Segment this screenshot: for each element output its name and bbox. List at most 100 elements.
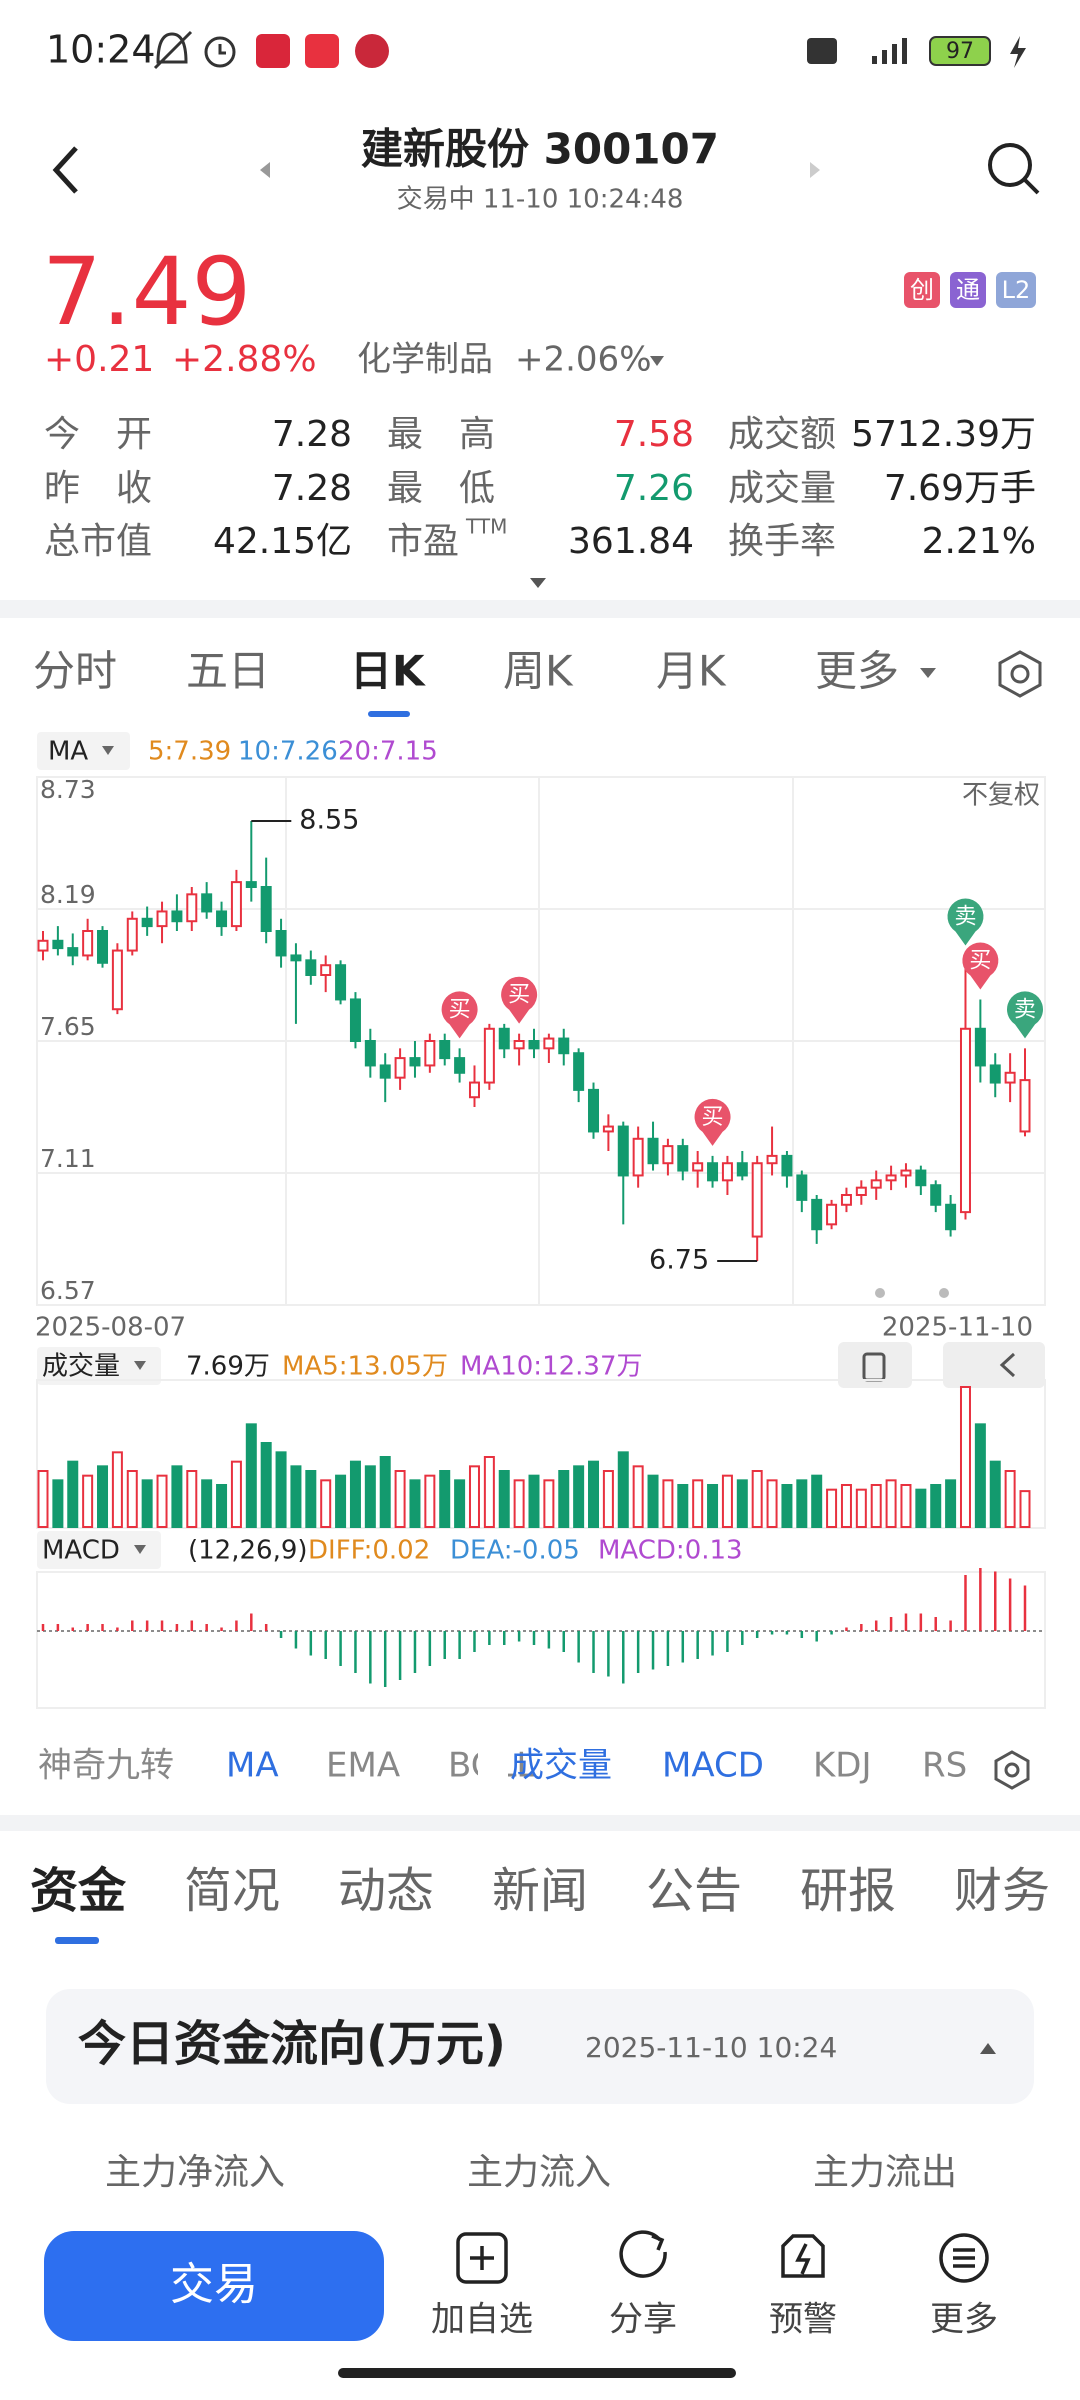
trade-label: 交易 bbox=[170, 2259, 258, 2310]
volume-bar bbox=[468, 1465, 480, 1529]
trade-button[interactable] bbox=[44, 2231, 384, 2341]
section-indicator bbox=[55, 1937, 99, 1944]
trade-signal[interactable]: 卖 bbox=[947, 898, 984, 946]
volume-bar bbox=[349, 1460, 361, 1528]
volume-bar bbox=[573, 1465, 585, 1529]
rotate-button[interactable] bbox=[838, 1342, 912, 1388]
candle-body bbox=[692, 1162, 704, 1172]
fund-card[interactable] bbox=[46, 1989, 1034, 2104]
trade-signal[interactable]: 买 bbox=[694, 1098, 731, 1146]
candle-body bbox=[840, 1194, 852, 1206]
ma-dropdown bbox=[102, 746, 114, 755]
candle-body bbox=[945, 1203, 957, 1231]
collapse-button[interactable] bbox=[943, 1342, 1045, 1388]
candle-body bbox=[885, 1174, 897, 1182]
volume-bar bbox=[1019, 1490, 1031, 1528]
volume-bar bbox=[588, 1460, 600, 1528]
macd-selector[interactable] bbox=[37, 1531, 161, 1569]
fund-collapse[interactable] bbox=[980, 2043, 996, 2054]
prev-stock[interactable] bbox=[260, 162, 270, 178]
action-label[interactable]: 预警 bbox=[769, 2300, 837, 2340]
expand-stats[interactable] bbox=[530, 578, 546, 588]
indicator-tab[interactable]: MA bbox=[226, 1746, 279, 1786]
action-label[interactable]: 加自选 bbox=[431, 2300, 533, 2340]
trade-signal[interactable]: 买 bbox=[962, 942, 999, 990]
indicator-settings[interactable] bbox=[994, 1750, 1030, 1790]
signal-label: 卖 bbox=[954, 904, 976, 929]
candle-body bbox=[959, 1027, 971, 1214]
section-tab[interactable]: 研报 bbox=[800, 1863, 896, 1919]
stat-value: 7.28 bbox=[272, 468, 352, 509]
more-dropdown[interactable] bbox=[920, 668, 936, 678]
candle-body bbox=[409, 1057, 421, 1067]
stat-value: 7.28 bbox=[272, 414, 352, 455]
fund-column: 主力流出 bbox=[813, 2152, 957, 2193]
tab[interactable]: 周K bbox=[503, 647, 574, 696]
tab[interactable]: 更多 bbox=[815, 647, 899, 696]
volume-bar bbox=[721, 1474, 733, 1528]
ma-selector[interactable] bbox=[37, 732, 130, 770]
volume-bar bbox=[543, 1479, 555, 1529]
trade-signal[interactable]: 买 bbox=[441, 991, 478, 1039]
indicator-tab[interactable]: RSI bbox=[922, 1746, 977, 1786]
app-icon bbox=[305, 34, 339, 68]
indicator-tab[interactable]: EMA bbox=[326, 1746, 400, 1786]
stat-label: 最 低 bbox=[387, 468, 495, 509]
section-tab[interactable]: 财务 bbox=[954, 1863, 1050, 1919]
volume-bar bbox=[201, 1479, 213, 1529]
trade-signal[interactable]: 卖 bbox=[1006, 991, 1043, 1039]
tag-label: 创 bbox=[910, 276, 934, 304]
chart-settings[interactable] bbox=[998, 650, 1042, 698]
volume-ma5: MA5:13.05万 bbox=[282, 1352, 448, 1382]
stat-label: 市盈 bbox=[387, 521, 459, 562]
volume-bar bbox=[171, 1465, 183, 1529]
section-tab[interactable]: 简况 bbox=[184, 1863, 280, 1919]
indicator-tab[interactable]: 神奇九转 bbox=[38, 1746, 174, 1786]
collapse-icon bbox=[999, 1352, 1016, 1378]
section-tab[interactable]: 新闻 bbox=[492, 1863, 588, 1919]
sector: 化学制品 bbox=[357, 340, 493, 380]
macd-value: MACD:0.13 bbox=[598, 1536, 743, 1566]
candle-body bbox=[290, 954, 302, 962]
volume-selector[interactable] bbox=[37, 1347, 161, 1385]
candle-body bbox=[52, 939, 64, 950]
signal-label: 买 bbox=[702, 1105, 724, 1130]
volume-bar bbox=[186, 1470, 198, 1528]
section-tab[interactable]: 资金 bbox=[30, 1863, 127, 1919]
volume-bar bbox=[766, 1479, 778, 1529]
volume-bar bbox=[424, 1474, 436, 1528]
indicator-tab[interactable]: MACD bbox=[662, 1746, 764, 1786]
indicator-tab[interactable]: KDJ bbox=[813, 1746, 872, 1786]
change: +0.21 bbox=[44, 339, 154, 380]
tab[interactable]: 分时 bbox=[33, 647, 117, 696]
indicator-tab[interactable]: 成交量 bbox=[510, 1746, 612, 1786]
volume-bar bbox=[305, 1470, 317, 1528]
action-label[interactable]: 分享 bbox=[609, 2300, 677, 2340]
adjust-mode[interactable]: 不复权 bbox=[962, 781, 1040, 811]
candle-body bbox=[156, 910, 168, 928]
tab[interactable]: 日K bbox=[350, 647, 426, 696]
candle-body bbox=[900, 1169, 912, 1177]
volume-bar bbox=[409, 1479, 421, 1529]
action-label[interactable]: 更多 bbox=[930, 2300, 998, 2340]
volume-bar bbox=[483, 1456, 495, 1528]
trade-signal[interactable]: 买 bbox=[501, 976, 538, 1024]
volume-bar bbox=[736, 1479, 748, 1529]
volume-bar bbox=[364, 1465, 376, 1529]
back-button[interactable] bbox=[52, 146, 78, 194]
next-stock[interactable] bbox=[810, 162, 820, 178]
section-tab[interactable]: 公告 bbox=[646, 1863, 742, 1919]
start-date: 2025-08-07 bbox=[35, 1313, 186, 1343]
search-button[interactable] bbox=[988, 143, 1040, 195]
candle-body bbox=[766, 1154, 778, 1165]
candle-body bbox=[201, 893, 213, 913]
sector-dropdown[interactable] bbox=[650, 356, 664, 366]
tab[interactable]: 月K bbox=[656, 647, 727, 696]
volume-bar bbox=[915, 1488, 927, 1528]
section-tab[interactable]: 动态 bbox=[338, 1863, 434, 1919]
volume-bar bbox=[111, 1451, 123, 1529]
ma5: 5:7.39 bbox=[148, 737, 231, 767]
tab[interactable]: 五日 bbox=[186, 647, 270, 696]
ttm: TTM bbox=[465, 515, 507, 539]
